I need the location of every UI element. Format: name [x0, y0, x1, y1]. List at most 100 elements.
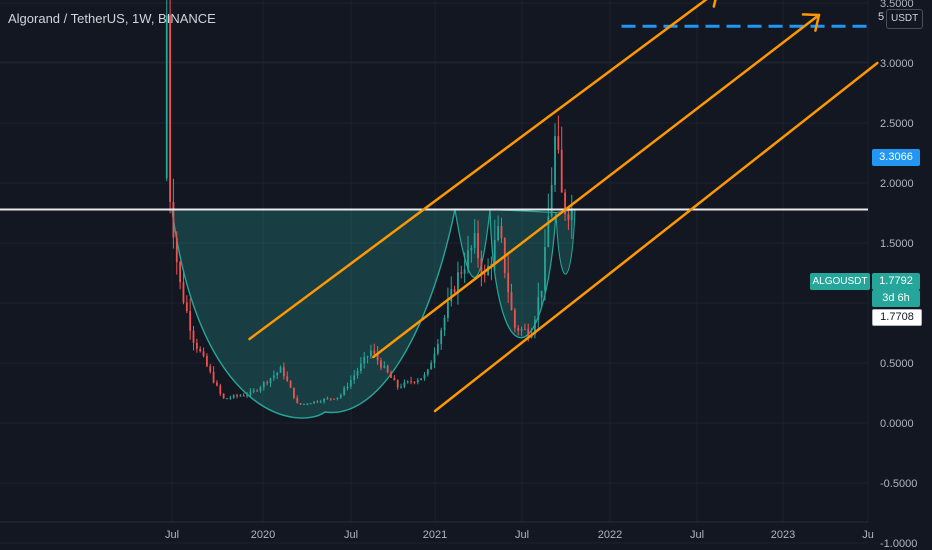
- candle-body: [380, 360, 382, 368]
- candle-body: [483, 274, 486, 276]
- candle-body: [363, 357, 366, 364]
- candle-body: [426, 369, 429, 375]
- horizontal-lines: [0, 24, 868, 211]
- candle-body: [410, 381, 412, 383]
- crosshair-price-tag: 1.7708: [872, 309, 922, 326]
- candle-body: [226, 398, 228, 400]
- candle-body: [443, 317, 446, 331]
- channel-line[interactable]: [372, 13, 821, 359]
- candle-body: [252, 390, 255, 392]
- candle-body: [242, 395, 245, 397]
- candle-body: [282, 367, 285, 377]
- price-tick-label: 2.5000: [880, 118, 914, 130]
- candle-body: [269, 378, 272, 384]
- candle-body: [440, 330, 443, 345]
- candle-body: [567, 214, 570, 220]
- candle-body: [202, 351, 205, 356]
- candle-body: [477, 233, 479, 259]
- channel-line[interactable]: [248, 0, 717, 341]
- candle-body: [447, 301, 449, 318]
- candle-body: [370, 350, 372, 357]
- candle-body: [222, 393, 225, 399]
- candle-body: [406, 381, 409, 383]
- candle-body: [376, 353, 379, 361]
- handle-shape-2: [489, 208, 557, 339]
- candle-body: [326, 398, 329, 400]
- price-tick-label: -0.5000: [880, 478, 917, 490]
- price-tick-label: -1.0000: [880, 538, 917, 550]
- chart-title: Algorand / TetherUS, 1W, BINANCE: [8, 11, 216, 26]
- candle-body: [554, 136, 556, 185]
- candle-body: [523, 328, 526, 330]
- candle-body: [303, 403, 305, 405]
- channel-arrowhead: [712, 0, 717, 8]
- price-tick-label: 1.5000: [880, 238, 914, 250]
- candle-body: [550, 184, 553, 217]
- candle-body: [272, 375, 275, 379]
- candle-body: [262, 382, 265, 388]
- candle-body: [299, 403, 302, 405]
- candle-body: [323, 399, 325, 402]
- candle-body: [373, 350, 376, 354]
- candle-body: [246, 394, 248, 396]
- candle-body: [510, 292, 513, 310]
- candle-body: [493, 239, 496, 264]
- time-axis[interactable]: Jul 2020 Jul 2021 Jul 2022 Jul 2023 Ju: [0, 521, 874, 541]
- candle-body: [353, 375, 356, 381]
- candle-body: [383, 365, 386, 368]
- candle-body: [564, 192, 566, 215]
- candle-body: [169, 15, 171, 203]
- candle-body: [403, 382, 406, 387]
- candle-body: [336, 397, 339, 399]
- candle-body: [453, 289, 456, 293]
- candle-body: [540, 290, 543, 298]
- candle-body: [219, 385, 222, 394]
- candle-body: [296, 397, 299, 404]
- candle-body: [206, 355, 208, 367]
- candle-body: [279, 367, 282, 373]
- bar-countdown: 3d 6h: [872, 290, 920, 307]
- candle-body: [293, 387, 295, 398]
- candle-body: [430, 363, 433, 370]
- candle-body: [306, 403, 309, 405]
- candle-body: [239, 395, 242, 397]
- candle-body: [436, 344, 439, 354]
- candle-body: [520, 328, 523, 331]
- candle-body: [286, 376, 289, 381]
- candle-body: [359, 363, 362, 371]
- candle-body: [189, 311, 192, 331]
- handle-shape-3: [555, 208, 576, 275]
- candle-body: [333, 398, 336, 400]
- target-price-tag: 3.3066: [872, 149, 920, 166]
- currency-selector[interactable]: USDT: [886, 9, 924, 29]
- channel-line[interactable]: [433, 61, 879, 413]
- candle-body: [289, 380, 292, 388]
- price-tick-label: 2.0000: [880, 178, 914, 190]
- candle-body: [423, 374, 426, 379]
- time-tick-label: 2020: [251, 529, 275, 541]
- candle-body: [249, 391, 252, 395]
- candle-body: [195, 342, 198, 349]
- candle-body: [527, 329, 530, 338]
- time-tick-label: Jul: [515, 529, 529, 541]
- candle-body: [547, 216, 550, 247]
- candle-body: [460, 272, 463, 274]
- candle-body: [413, 381, 416, 383]
- time-tick-label: Jul: [165, 529, 179, 541]
- candle-body: [560, 149, 563, 193]
- candle-body: [390, 372, 392, 378]
- candle-body: [416, 380, 419, 383]
- candle-body: [473, 233, 476, 248]
- channel-lines[interactable]: [248, 0, 879, 413]
- candle-body: [420, 378, 423, 381]
- price-tick-label: 0.5000: [880, 358, 914, 370]
- candle-body: [313, 401, 315, 404]
- price-tick-label: 3.0000: [880, 58, 914, 70]
- candle-body: [500, 225, 503, 239]
- time-tick-label: Ju: [862, 529, 874, 541]
- channel-arrowhead: [801, 13, 821, 32]
- candle-body: [396, 380, 399, 388]
- time-tick-label: 2023: [771, 529, 795, 541]
